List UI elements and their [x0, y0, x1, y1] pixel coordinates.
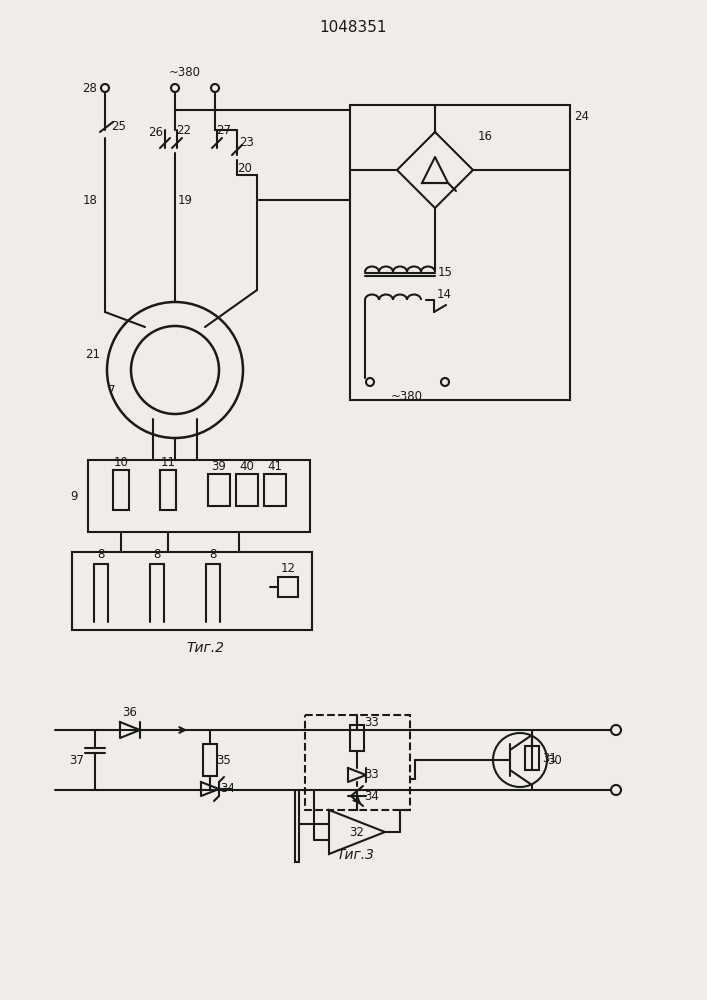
Text: 32: 32 [349, 826, 364, 838]
Bar [350, 105, 570, 400]
Text: 9: 9 [70, 489, 78, 502]
Bar [305, 715, 410, 810]
Bar [203, 744, 217, 776]
Text: 36: 36 [122, 706, 137, 718]
Text: 10: 10 [114, 456, 129, 470]
Text: 18: 18 [83, 194, 98, 207]
Text: 19: 19 [177, 194, 192, 207]
Text: 25: 25 [112, 119, 127, 132]
Bar [160, 470, 176, 510]
Text: 23: 23 [240, 136, 255, 149]
Text: 8: 8 [98, 548, 105, 562]
Text: Τиг.2: Τиг.2 [186, 641, 224, 655]
Bar [278, 577, 298, 597]
Text: 1048351: 1048351 [320, 20, 387, 35]
Text: 21: 21 [86, 349, 100, 361]
Text: 20: 20 [238, 161, 252, 174]
Bar [208, 474, 230, 506]
Bar [350, 725, 364, 751]
Text: 35: 35 [216, 754, 231, 766]
Text: 8: 8 [209, 548, 216, 562]
Bar [236, 474, 258, 506]
Text: 16: 16 [477, 130, 493, 143]
Bar [72, 552, 312, 630]
Text: ~380: ~380 [169, 66, 201, 79]
Text: 30: 30 [548, 754, 562, 766]
Text: 14: 14 [436, 288, 452, 302]
Text: 8: 8 [153, 548, 160, 562]
Bar [113, 470, 129, 510]
Text: 7: 7 [108, 383, 116, 396]
Text: 27: 27 [216, 123, 231, 136]
Text: 37: 37 [69, 754, 84, 766]
Text: 33: 33 [365, 768, 380, 782]
Text: 24: 24 [575, 110, 590, 123]
Bar [525, 746, 539, 770]
Text: Τиг.3: Τиг.3 [336, 848, 374, 862]
Text: 33: 33 [365, 716, 380, 728]
Text: ~380: ~380 [391, 390, 423, 403]
Text: 26: 26 [148, 126, 163, 139]
Text: 15: 15 [438, 265, 452, 278]
Text: 40: 40 [240, 460, 255, 473]
Text: 28: 28 [83, 82, 98, 95]
Text: 34: 34 [221, 782, 235, 796]
Bar [88, 460, 310, 532]
Text: 41: 41 [267, 460, 283, 473]
Text: 39: 39 [211, 460, 226, 473]
Text: 11: 11 [160, 456, 175, 470]
Text: 34: 34 [365, 790, 380, 802]
Text: 31: 31 [542, 752, 557, 764]
Text: 12: 12 [281, 562, 296, 576]
Bar [264, 474, 286, 506]
Text: 22: 22 [177, 123, 192, 136]
